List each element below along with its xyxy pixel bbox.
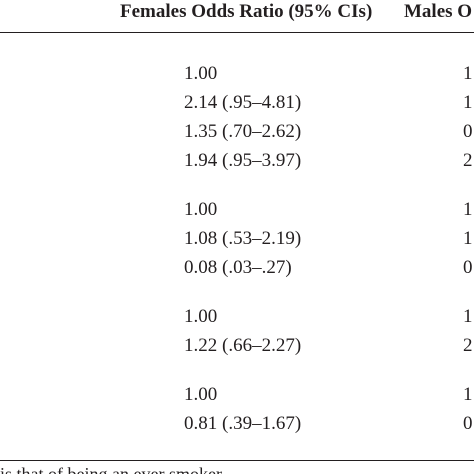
females-cell: 0.08 (.03–.27): [184, 257, 292, 278]
males-cell: 1: [463, 228, 473, 249]
females-cell: 1.35 (.70–2.62): [184, 121, 302, 142]
females-cell: 1.00: [184, 63, 218, 84]
males-cell: 0: [463, 121, 473, 142]
females-cell: 1.22 (.66–2.27): [184, 335, 302, 356]
column-header-males: Males O: [404, 1, 473, 22]
males-cell: 1: [463, 63, 473, 84]
header-rule: [0, 32, 474, 33]
males-cell: 2: [463, 335, 473, 356]
females-cell: 2.14 (.95–4.81): [184, 92, 302, 113]
males-cell: 0: [463, 257, 473, 278]
males-cell: 2: [463, 150, 473, 171]
females-cell: 1.00: [184, 384, 218, 405]
females-cell: 1.08 (.53–2.19): [184, 228, 302, 249]
table-footnote: is that of being an ever smoker.: [0, 464, 226, 474]
table-bottom-rule: [0, 460, 474, 461]
column-header-females: Females Odds Ratio (95% CIs): [120, 1, 373, 22]
females-cell: 0.81 (.39–1.67): [184, 413, 302, 434]
females-cell: 1.00: [184, 199, 218, 220]
males-cell: 1: [463, 92, 473, 113]
males-cell: 1: [463, 306, 473, 327]
females-cell: 1.00: [184, 306, 218, 327]
males-cell: 1: [463, 384, 473, 405]
females-cell: 1.94 (.95–3.97): [184, 150, 302, 171]
males-cell: 0: [463, 413, 473, 434]
males-cell: 1: [463, 199, 473, 220]
